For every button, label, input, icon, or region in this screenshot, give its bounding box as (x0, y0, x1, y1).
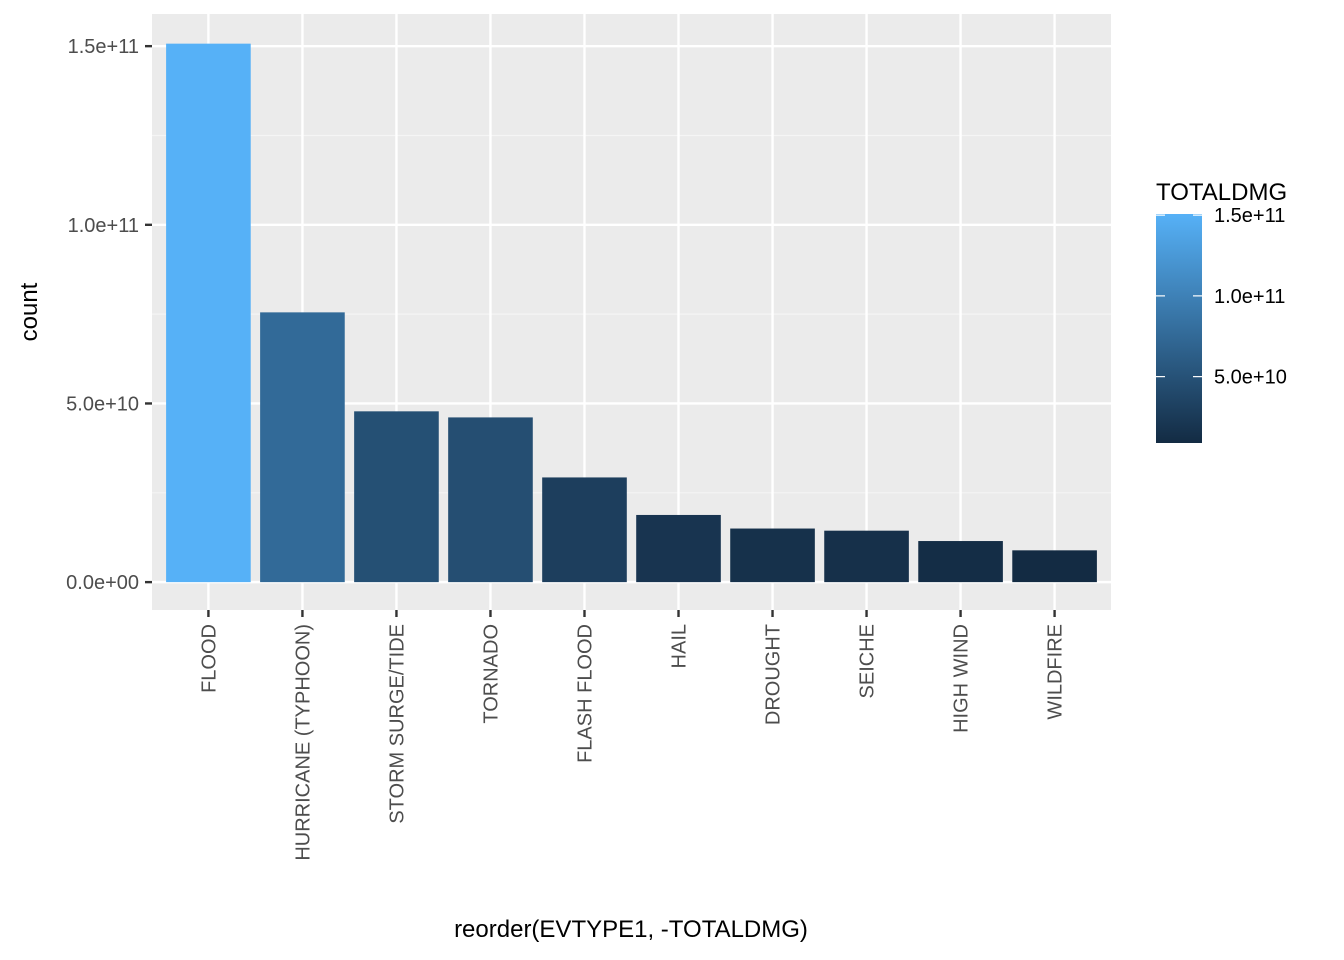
y-tick-label: 1.0e+11 (68, 215, 139, 237)
x-tick-label: SEICHE (857, 624, 879, 698)
bar-flood (166, 43, 251, 583)
bar-wildfire (1012, 550, 1097, 583)
y-tick-label: 5.0e+10 (66, 393, 139, 415)
bar-seiche (824, 530, 909, 583)
bar-storm-surge-tide (354, 411, 439, 583)
x-tick-label: HAIL (669, 624, 691, 668)
x-tick-label: HIGH WIND (951, 624, 973, 733)
x-tick-label: STORM SURGE/TIDE (386, 624, 408, 824)
x-tick-label: DROUGHT (763, 624, 785, 725)
color-legend: TOTALDMG 5.0e+10 1.0e+11 1.5e+11 (1156, 179, 1287, 443)
bars (166, 43, 1097, 583)
x-tick-label: TORNADO (480, 624, 502, 724)
x-tick-label: HURRICANE (TYPHOON) (292, 624, 314, 861)
bar-drought (730, 528, 815, 583)
legend-colorbar (1156, 214, 1202, 443)
x-tick-label: FLOOD (198, 624, 220, 693)
bar-flash-flood (542, 477, 627, 583)
y-axis: 0.0e+00 5.0e+10 1.0e+11 1.5e+11 (66, 36, 152, 594)
legend-label: 5.0e+10 (1214, 367, 1287, 389)
x-axis: FLOOD HURRICANE (TYPHOON) STORM SURGE/TIDE… (198, 610, 1067, 861)
legend-label: 1.5e+11 (1214, 205, 1285, 227)
legend-title: TOTALDMG (1156, 179, 1287, 206)
y-tick-label: 0.0e+00 (66, 572, 139, 594)
x-tick-label: WILDFIRE (1045, 624, 1067, 720)
x-tick-label: FLASH FLOOD (574, 624, 596, 763)
bar-hurricane-typhoon (260, 312, 345, 583)
x-axis-title: reorder(EVTYPE1, -TOTALDMG) (454, 916, 808, 943)
bar-tornado (448, 417, 533, 583)
y-tick-label: 1.5e+11 (68, 36, 139, 58)
bar-hail (636, 514, 721, 583)
bar-high-wind (918, 541, 1003, 583)
legend-label: 1.0e+11 (1214, 286, 1285, 308)
y-axis-title: count (16, 282, 43, 341)
